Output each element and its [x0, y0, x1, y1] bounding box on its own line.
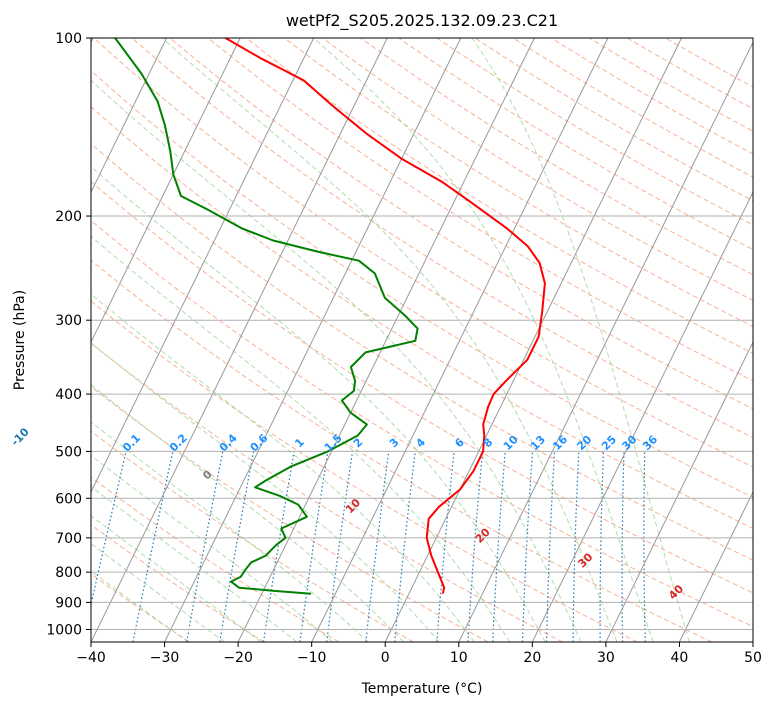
isotherm — [752, 640, 753, 642]
dewpoint-line — [114, 38, 419, 595]
x-tick-label: 20 — [523, 650, 541, 666]
dry-adiabat — [398, 38, 753, 251]
y-tick-label: 700 — [55, 531, 82, 547]
isotherm — [605, 341, 753, 642]
dry-adiabat — [91, 143, 753, 561]
sounding-series — [114, 38, 546, 595]
moist-adiabat — [91, 485, 298, 642]
y-tick-label: 100 — [55, 31, 82, 47]
moist-adiabat — [91, 235, 511, 642]
moist-adiabat — [91, 342, 440, 642]
moist-adiabat — [91, 384, 404, 642]
dry-adiabat — [91, 385, 489, 642]
dry-adiabat — [550, 38, 753, 155]
x-axis-label: Temperature (°C) — [361, 681, 483, 697]
isotherm — [237, 38, 535, 642]
y-tick-label: 200 — [55, 209, 82, 225]
y-axis-ticks: 100 200 300 400 500 600 700 800 900 1000 — [46, 31, 91, 638]
moist-adiabat — [91, 293, 475, 642]
x-tick-label: −30 — [150, 650, 180, 666]
x-tick-label: 10 — [450, 650, 468, 666]
chart-title: wetPf2_S205.2025.132.09.23.C21 — [286, 11, 558, 31]
isotherm — [91, 38, 241, 344]
moist-adiabat — [91, 165, 546, 642]
moist-adiabat — [91, 79, 582, 642]
moist-adiabat — [313, 38, 654, 642]
moist-adiabat — [161, 38, 618, 642]
mixing-ratio-line — [299, 451, 329, 642]
y-tick-label: 1000 — [46, 622, 82, 638]
pressure-gridlines — [91, 38, 753, 630]
y-tick-label: 400 — [55, 387, 82, 403]
moist-adiabat — [471, 38, 690, 642]
y-tick-label: 800 — [55, 565, 82, 581]
dry-adiabat — [169, 38, 753, 410]
isotherm — [458, 41, 753, 642]
isotherm — [91, 38, 388, 642]
mixing-ratio-line — [262, 451, 295, 642]
isotherm — [678, 490, 753, 642]
y-tick-label: 900 — [55, 595, 82, 611]
isotherm — [164, 38, 462, 642]
dry-adiabat — [512, 38, 753, 178]
mixing-ratio-line — [219, 451, 255, 642]
y-tick-label: 500 — [55, 444, 82, 460]
isotherm — [91, 38, 168, 194]
x-tick-label: 50 — [744, 650, 762, 666]
adiabat-label: -10 — [9, 425, 32, 448]
y-axis-label: Pressure (hPa) — [12, 290, 28, 390]
dry-adiabat — [91, 476, 340, 642]
y-tick-label: 600 — [55, 491, 82, 507]
x-tick-label: −20 — [223, 650, 253, 666]
x-tick-label: 0 — [381, 650, 390, 666]
dry-adiabat — [360, 38, 753, 276]
dry-adiabat — [91, 430, 414, 642]
moist-adiabat — [91, 454, 334, 642]
dry-adiabat — [91, 342, 563, 642]
dry-adiabat — [207, 38, 753, 382]
isotherm — [384, 38, 682, 642]
background-lines — [91, 38, 753, 642]
plot-frame — [90, 37, 754, 643]
dry-adiabat — [91, 180, 753, 594]
dry-adiabat — [91, 106, 753, 529]
y-tick-label: 300 — [55, 313, 82, 329]
x-tick-label: 30 — [597, 650, 615, 666]
dry-adiabat — [284, 38, 753, 328]
plot-background — [91, 38, 753, 642]
isotherm — [531, 190, 753, 642]
dry-adiabat — [93, 38, 753, 468]
x-axis-ticks: −40 −30 −20 −10 0 10 20 30 40 50 — [76, 642, 762, 666]
x-tick-label: −10 — [297, 650, 327, 666]
x-tick-label: 40 — [671, 650, 689, 666]
x-tick-label: −40 — [76, 650, 106, 666]
mixing-ratio-line — [186, 451, 224, 642]
isotherm — [311, 38, 609, 642]
mixing-ratio-line — [326, 451, 354, 642]
dry-adiabat — [91, 219, 753, 628]
dry-adiabat — [91, 259, 713, 642]
temperature-line — [225, 38, 546, 594]
mixing-ratio-line — [132, 451, 174, 642]
isotherm — [91, 38, 315, 494]
